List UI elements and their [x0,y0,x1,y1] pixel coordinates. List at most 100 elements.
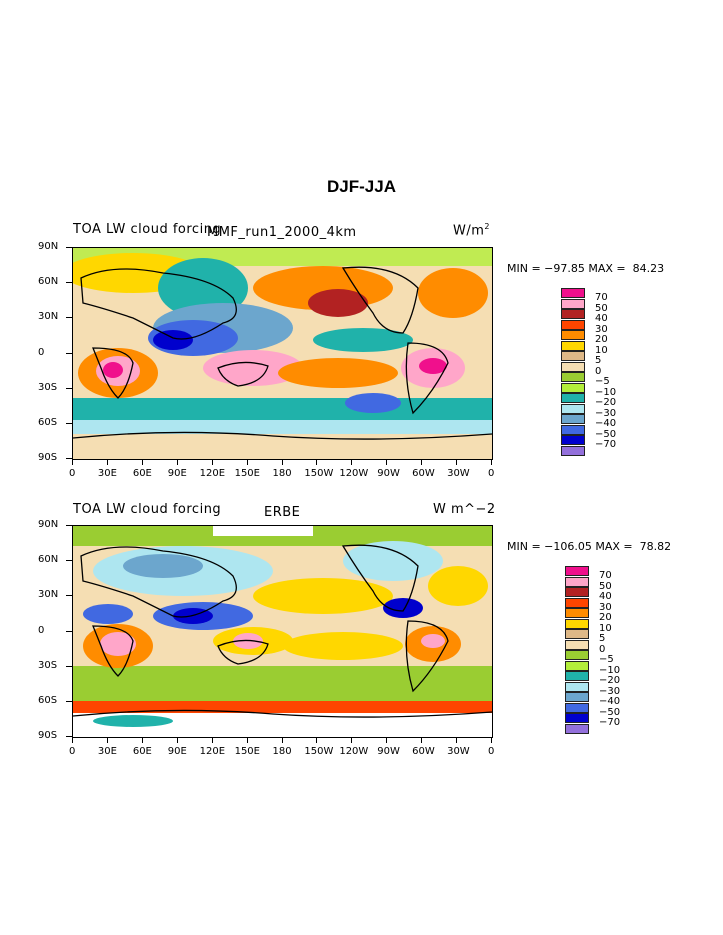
lat-tick [66,560,72,562]
lon-tick [456,459,458,465]
colorbar-swatch [565,566,589,576]
lon-tick [106,737,108,743]
lat-tick-label: 90S [38,730,58,741]
colorbar-label: 40 [599,591,612,602]
colorbar-swatch [565,660,589,671]
colorbar-swatch [561,445,585,456]
colorbar-swatch [561,319,585,330]
colorbar-label: 20 [599,612,612,623]
colorbar-swatch [565,576,589,587]
colorbar-label: −70 [599,717,621,728]
colorbar-swatch [565,702,589,713]
map-patch [343,541,443,581]
lat-tick-label: 60S [38,416,58,428]
coastline [405,620,449,693]
colorbar-swatch [561,330,585,340]
colorbar-label: 30 [599,601,612,613]
colorbar-label: −40 [599,696,621,707]
colorbar-swatch [561,414,585,424]
colorbar-swatch [561,361,585,372]
lon-tick-label: 30E [97,746,117,757]
lon-tick-label: 90W [377,468,400,479]
lon-tick-label: 60W [412,746,435,757]
colorbar-swatch [561,435,585,445]
lon-tick [72,737,73,743]
lon-tick [421,737,423,743]
panel-center-title: MMF_run1_2000_4km [207,225,357,240]
colorbar-swatch [565,608,589,618]
lat-tick-label: 60N [38,276,59,288]
map-patch [313,328,413,352]
colorbar-swatch [561,309,585,319]
lon-tick-label: 0 [69,746,76,757]
lat-tick [66,282,72,284]
lon-tick-label: 60E [132,468,152,479]
map-patch [123,554,203,578]
lat-tick-label: 60N [38,554,59,566]
colorbar-label: −70 [595,439,617,450]
figure-title: DJF-JJA [327,177,396,196]
colorbar-swatch [565,681,589,692]
lon-tick [72,459,73,465]
lat-tick [66,458,72,459]
lat-tick-label: 30N [38,589,59,601]
colorbar-label: 10 [595,344,608,356]
map-patch [419,358,447,374]
lon-tick [176,459,178,465]
colorbar-swatch [561,403,585,414]
map-patch [283,632,403,660]
lon-tick-label: 120W [339,468,369,479]
map-patch [278,358,398,388]
lat-tick [66,736,72,737]
coastline [80,268,237,340]
colorbar-swatch [561,351,585,361]
colorbar-label: −20 [599,675,621,686]
lat-tick [66,595,72,597]
coastline [73,431,492,440]
colorbar: 70 50 40 30 20 10 5 0 −5 −10 −20 −30 −40 −50 −70 [565,566,625,736]
map-patch [308,289,368,317]
lon-tick [106,459,108,465]
lon-tick-label: 150W [304,468,334,479]
map-field [73,526,492,737]
colorbar-label: 5 [599,633,606,644]
lon-tick [386,459,388,465]
colorbar-label: −50 [599,706,621,718]
lon-tick [246,459,248,465]
colorbar-label: 50 [595,302,608,314]
map-patch [421,634,445,648]
colorbar-swatch [565,671,589,681]
lon-tick [351,459,353,465]
lat-tick-label: 30N [38,311,59,323]
lon-tick-label: 0 [488,746,495,757]
coastline [217,639,269,665]
colorbar-label: 0 [599,643,606,655]
lon-tick-label: 180 [272,468,292,479]
colorbar-label: 30 [595,323,608,335]
lon-tick-label: 90E [167,746,187,757]
lon-tick-label: 120E [199,746,226,757]
map-patch [153,330,193,350]
panel-center-title: ERBE [264,505,301,520]
colorbar-label: 5 [595,355,602,366]
contour-map [72,247,493,460]
colorbar-label: −30 [599,685,621,697]
colorbar-label: 10 [599,622,612,634]
colorbar-swatch [565,629,589,639]
colorbar-swatch [565,597,589,608]
lon-tick [176,737,178,743]
colorbar-swatch [561,393,585,403]
map-patch [428,566,488,606]
colorbar-swatch [561,424,585,435]
colorbar-label: −5 [599,654,614,665]
lon-tick-label: 150E [234,746,260,757]
colorbar-swatch [565,618,589,629]
colorbar-label: −10 [595,386,617,398]
lat-tick-label: 0 [38,346,45,358]
colorbar-swatch [561,372,585,382]
lon-tick-label: 30W [447,468,470,479]
lon-tick [281,459,283,465]
map-patch [253,578,393,614]
lon-tick-label: 0 [488,468,495,479]
colorbar-label: −20 [595,397,617,408]
